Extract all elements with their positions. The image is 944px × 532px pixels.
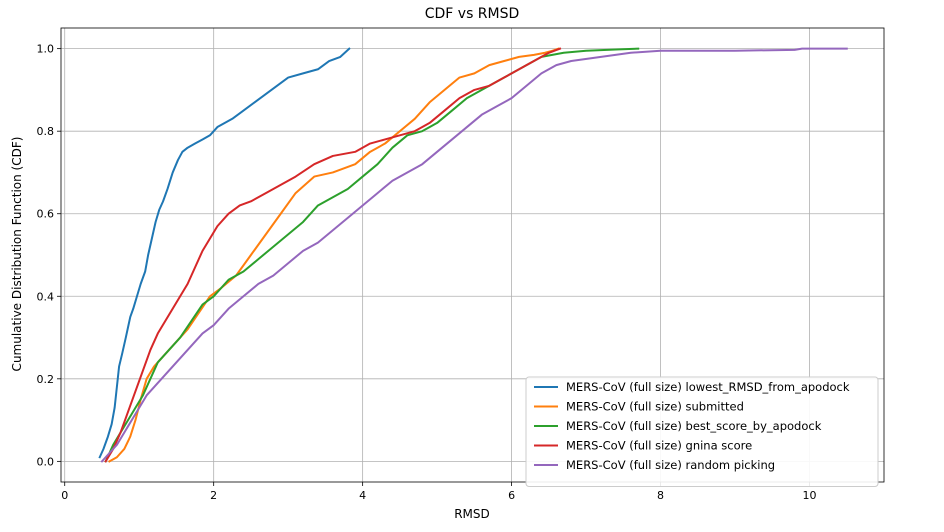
series-line-5 — [100, 47, 848, 463]
y-tick-label: 1.0 — [37, 43, 55, 56]
chart-title: CDF vs RMSD — [425, 6, 520, 22]
legend-label: MERS-CoV (full size) gnina score — [566, 439, 752, 453]
series-layer — [98, 47, 848, 463]
legend-label: MERS-CoV (full size) random picking — [566, 458, 775, 472]
x-tick-label: 6 — [508, 489, 515, 502]
legend-label: MERS-CoV (full size) submitted — [566, 400, 744, 414]
axes-layer: 0 2 4 6 8 10 0.0 0.2 0.4 0.6 0.8 1.0 — [37, 27, 885, 502]
x-tick-label: 10 — [803, 489, 817, 502]
x-axis-label: RMSD — [454, 507, 490, 521]
y-tick-label: 0.4 — [37, 290, 55, 303]
x-tick-label: 0 — [61, 489, 68, 502]
legend-label: MERS-CoV (full size) lowest_RMSD_from_ap… — [566, 380, 850, 394]
y-tick-label: 0.6 — [37, 208, 55, 221]
grid-layer — [61, 28, 884, 482]
series-line-2 — [108, 47, 560, 463]
legend-box — [525, 376, 879, 487]
y-tick-label: 0.0 — [37, 455, 55, 468]
plot-frame — [60, 27, 885, 483]
legend: MERS-CoV (full size) lowest_RMSD_from_ap… — [525, 376, 879, 487]
series-line-1 — [98, 47, 351, 459]
y-tick-label: 0.2 — [37, 373, 55, 386]
y-tick-label: 0.8 — [37, 125, 55, 138]
legend-label: MERS-CoV (full size) best_score_by_apodo… — [566, 419, 822, 433]
x-tick-label: 4 — [359, 489, 366, 502]
series-line-4 — [104, 47, 562, 463]
y-axis-label: Cumulative Distribution Function (CDF) — [10, 137, 24, 372]
x-tick-label: 2 — [210, 489, 217, 502]
x-tick-label: 8 — [657, 489, 664, 502]
